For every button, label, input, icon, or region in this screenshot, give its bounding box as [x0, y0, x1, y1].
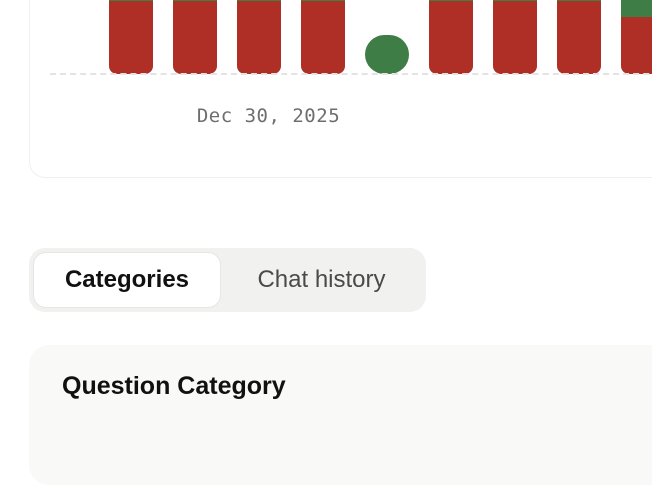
- bar-segment-negative: [557, 1, 601, 74]
- bar-segment-negative: [493, 1, 537, 74]
- bar-segment-negative: [237, 1, 281, 74]
- bar-segment-positive: [557, 0, 601, 1]
- bar-segment-positive: [109, 0, 153, 1]
- bar-segment-negative: [621, 17, 652, 74]
- chart-plot-area: [30, 0, 652, 75]
- bar-segment-positive: [429, 0, 473, 1]
- bar-segment-positive: [621, 0, 652, 17]
- bar-segment-negative: [429, 1, 473, 74]
- bar-column[interactable]: [621, 0, 652, 74]
- bar-segment-positive: [173, 0, 217, 1]
- bar-column[interactable]: [493, 0, 537, 74]
- bar-segment-positive: [365, 35, 409, 74]
- bar-series: [30, 0, 652, 74]
- bar-column[interactable]: [237, 0, 281, 74]
- view-tab-group[interactable]: Categories Chat history: [29, 248, 426, 312]
- bar-segment-positive: [493, 0, 537, 1]
- question-category-title: Question Category: [62, 372, 286, 400]
- bar-column[interactable]: [557, 0, 601, 74]
- bar-segment-negative: [109, 1, 153, 74]
- tab-chat-history[interactable]: Chat history: [257, 266, 386, 293]
- bar-column[interactable]: [429, 0, 473, 74]
- bar-column[interactable]: [173, 0, 217, 74]
- question-category-card: Question Category: [29, 345, 652, 485]
- bar-column[interactable]: [365, 35, 409, 74]
- bar-segment-negative: [173, 1, 217, 74]
- bar-segment-positive: [237, 0, 281, 1]
- bar-segment-positive: [301, 0, 345, 1]
- bar-segment-negative: [301, 1, 345, 74]
- bar-column[interactable]: [301, 0, 345, 74]
- bar-column[interactable]: [109, 0, 153, 74]
- tab-categories[interactable]: Categories: [33, 252, 221, 308]
- chart-date-label: Dec 30, 2025: [196, 105, 341, 127]
- chart-card: Dec 30, 2025: [29, 0, 652, 178]
- axis-baseline-gridline: [50, 73, 652, 75]
